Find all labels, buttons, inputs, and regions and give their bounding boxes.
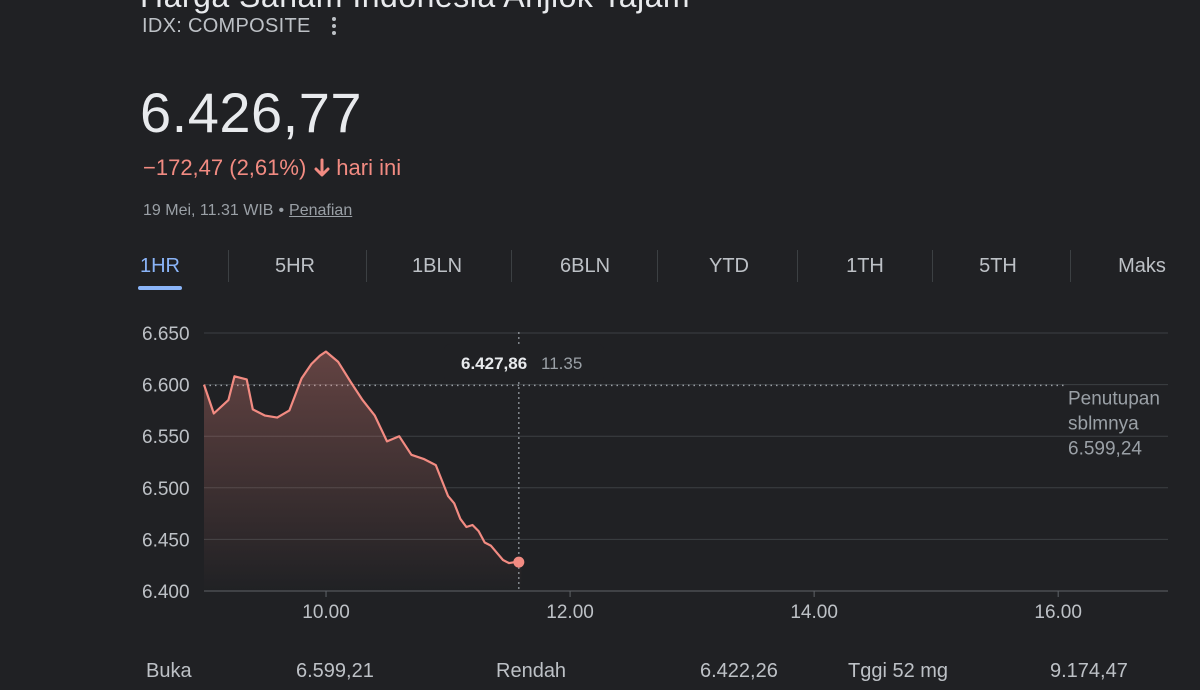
- y-tick-label: 6.400: [142, 582, 190, 603]
- tab-5th[interactable]: 5TH: [976, 250, 1020, 286]
- tab-label: 5HR: [274, 255, 315, 277]
- cursor-point: [513, 556, 525, 568]
- stat-value: 6.599,21: [296, 660, 374, 682]
- more-vert-icon[interactable]: [325, 14, 343, 38]
- range-tabs: 1HR 5HR 1BLN 6BLN YTD 1TH 5TH Maks: [138, 250, 1200, 290]
- y-tick-label: 6.600: [142, 376, 190, 397]
- tab-label: 1TH: [846, 255, 884, 277]
- tab-divider: [227, 250, 229, 282]
- tab-divider: [797, 250, 798, 282]
- ticker-label: IDX: COMPOSITE: [142, 14, 311, 37]
- timestamp: 19 Mei, 11.31 WIB: [143, 202, 274, 219]
- tab-6bln[interactable]: 6BLN: [553, 250, 617, 286]
- stat-label: Tggi 52 mg: [848, 660, 949, 682]
- tab-label: YTD: [709, 255, 749, 277]
- price-change-suffix: hari ini: [336, 155, 402, 180]
- y-tick-label: 6.650: [142, 324, 190, 345]
- cut-off-headline: Harga Saham Indonesia Anjlok Tajam: [140, 0, 690, 15]
- stat-value: 9.174,47: [1050, 660, 1128, 682]
- timestamp-row: 19 Mei, 11.31 WIB • Penafian: [143, 202, 352, 220]
- x-tick-label: 14.00: [790, 602, 838, 623]
- price-change-value: −172,47 (2,61%): [143, 155, 307, 180]
- tooltip-value: 6.427,86: [461, 354, 527, 373]
- current-price: 6.426,77: [140, 81, 362, 144]
- stat-label: Buka: [146, 660, 192, 682]
- tab-5hr[interactable]: 5HR: [270, 250, 320, 286]
- prev-close-value: 6.599,24: [1068, 438, 1142, 459]
- tab-label: 5TH: [979, 255, 1017, 277]
- x-tick-label: 16.00: [1034, 602, 1082, 623]
- tab-label: Maks: [1118, 255, 1166, 277]
- series-line: [202, 350, 522, 565]
- tab-divider: [1070, 250, 1071, 282]
- bottom-stats-row: Buka 6.599,21 Rendah 6.422,26 Tggi 52 mg 9.17…: [0, 660, 1200, 690]
- tab-divider: [657, 250, 658, 282]
- disclaimer-link[interactable]: Penafian: [289, 202, 353, 219]
- price-change-row: −172,47 (2,61%) hari ini: [143, 155, 401, 181]
- tab-maks[interactable]: Maks: [1112, 250, 1172, 286]
- y-tick-label: 6.450: [142, 530, 190, 551]
- tab-1hr[interactable]: 1HR: [138, 250, 182, 290]
- tab-label: 1HR: [139, 255, 180, 277]
- tab-1bln[interactable]: 1BLN: [407, 250, 467, 286]
- tab-label: 6BLN: [559, 255, 611, 277]
- ticker-row: IDX: COMPOSITE: [142, 14, 343, 38]
- stat-label: Rendah: [496, 660, 567, 682]
- series-area: [204, 351, 522, 591]
- tooltip-bg: [444, 344, 604, 382]
- tab-divider: [366, 250, 367, 282]
- active-tab-indicator: [138, 286, 182, 290]
- tooltip-time: 11.35: [541, 354, 582, 373]
- y-tick-label: 6.500: [142, 479, 190, 500]
- prev-close-line1: Penutupan: [1068, 388, 1160, 409]
- tab-1th[interactable]: 1TH: [843, 250, 887, 286]
- arrow-down-icon: [314, 158, 330, 178]
- prev-close-line2: sblmnya: [1068, 413, 1139, 434]
- stat-value: 6.422,26: [700, 660, 778, 682]
- tab-divider: [931, 250, 933, 282]
- x-tick-label: 12.00: [546, 602, 594, 623]
- y-tick-label: 6.550: [142, 427, 190, 448]
- tab-label: 1BLN: [411, 255, 463, 277]
- tab-ytd[interactable]: YTD: [705, 250, 753, 286]
- x-tick-label: 10.00: [302, 602, 350, 623]
- separator: •: [278, 202, 285, 219]
- intraday-chart[interactable]: 6.650 6.600 6.550 6.500 6.450 6.400 10.00 12.00…: [0, 300, 1200, 640]
- tab-divider: [511, 250, 512, 282]
